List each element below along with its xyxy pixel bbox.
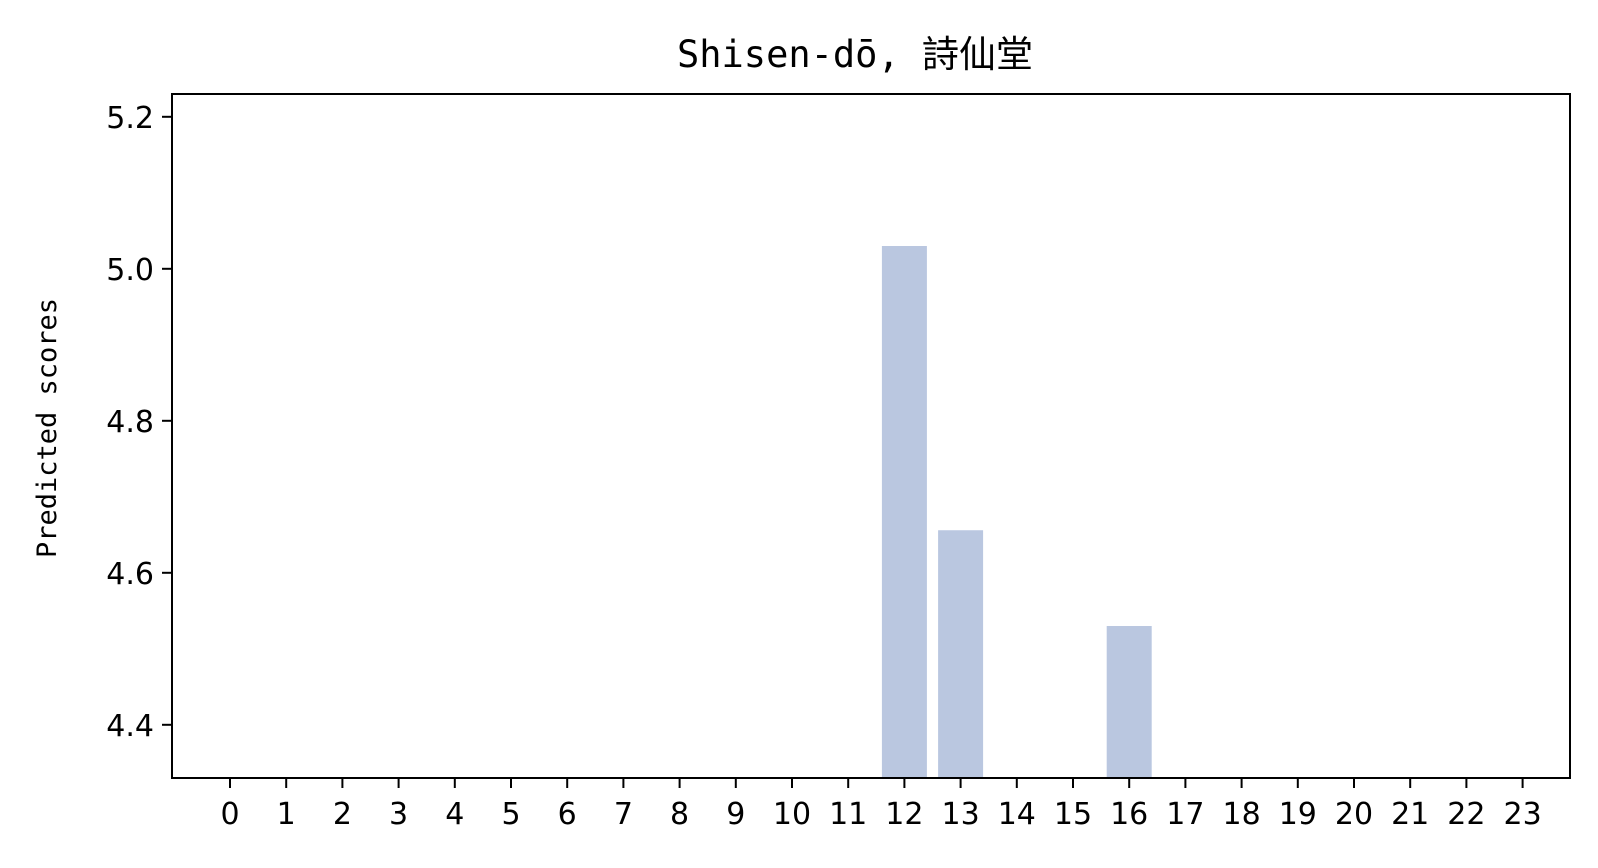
x-tick-label: 10 [773, 797, 811, 832]
x-tick-label: 18 [1223, 797, 1261, 832]
y-tick-label: 5.2 [106, 101, 154, 136]
x-tick-label: 16 [1110, 797, 1148, 832]
y-axis-ticks: 4.4 4.6 4.8 5.0 5.2 [106, 101, 172, 744]
x-tick-label: 22 [1447, 797, 1485, 832]
x-tick-label: 7 [614, 797, 633, 832]
x-tick-label: 23 [1504, 797, 1542, 832]
x-tick-label: 14 [998, 797, 1036, 832]
x-tick-label: 12 [885, 797, 923, 832]
bar-13 [938, 530, 984, 778]
bar-12 [881, 246, 927, 778]
x-axis-ticks: 0 1 2 3 4 5 6 7 8 9 10 11 12 13 14 15 16 17 18 19 20 21 22 23 [220, 778, 1542, 832]
x-tick-label: 5 [501, 797, 520, 832]
x-tick-label: 9 [726, 797, 745, 832]
x-tick-label: 20 [1335, 797, 1373, 832]
x-tick-label: 15 [1054, 797, 1092, 832]
y-tick-label: 4.6 [106, 557, 154, 592]
x-tick-label: 6 [558, 797, 577, 832]
x-tick-label: 17 [1166, 797, 1204, 832]
x-tick-label: 11 [829, 797, 867, 832]
y-tick-label: 4.4 [106, 709, 154, 744]
x-tick-label: 1 [277, 797, 296, 832]
x-tick-label: 0 [220, 797, 239, 832]
x-tick-label: 2 [333, 797, 352, 832]
chart-title: Shisen-dō, 詩仙堂 [677, 33, 1033, 76]
y-axis-label: Predicted scores [32, 298, 63, 558]
plot-frame [171, 93, 1571, 779]
y-tick-label: 5.0 [106, 253, 154, 288]
bar-16 [1106, 626, 1152, 778]
x-tick-label: 3 [389, 797, 408, 832]
x-tick-label: 19 [1279, 797, 1317, 832]
x-tick-label: 8 [670, 797, 689, 832]
bars-group [881, 246, 1152, 778]
y-tick-label: 4.8 [106, 405, 154, 440]
x-tick-label: 4 [445, 797, 464, 832]
x-tick-label: 13 [942, 797, 980, 832]
x-tick-label: 21 [1391, 797, 1429, 832]
